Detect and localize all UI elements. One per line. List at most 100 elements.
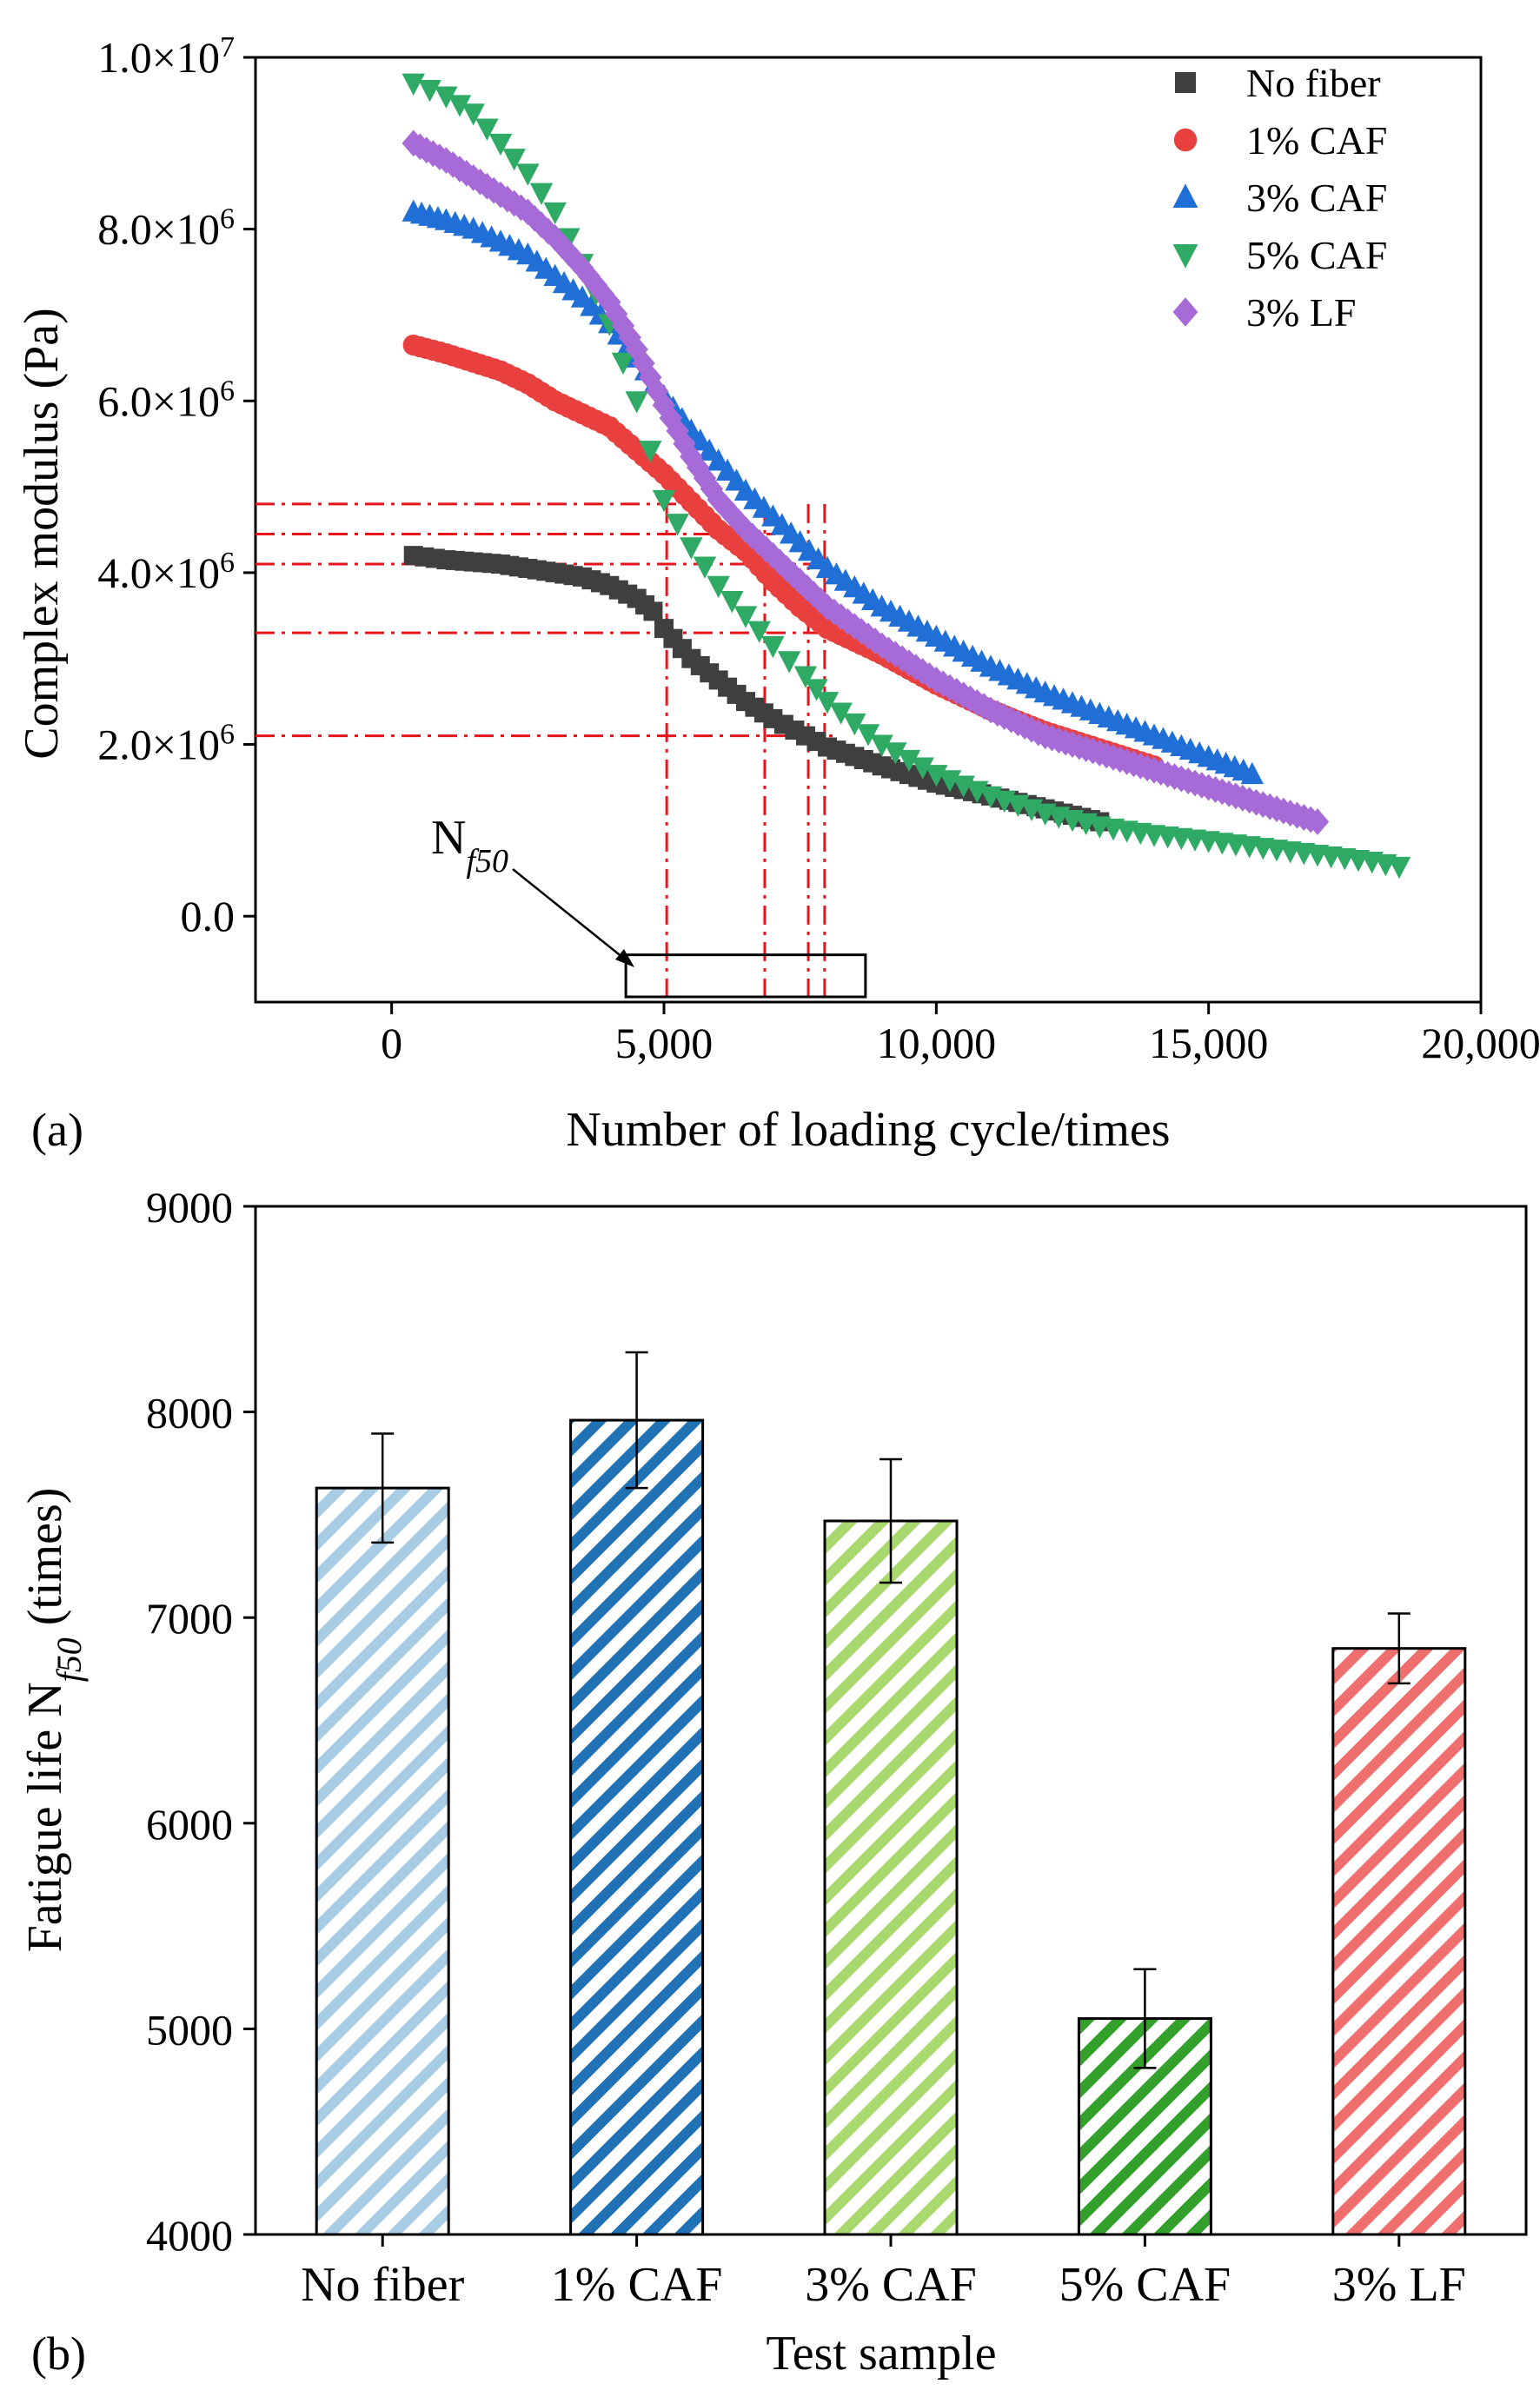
- panel-a-x-axis-label: Number of loading cycle/times: [566, 1103, 1170, 1157]
- series-5-caf: [402, 73, 1411, 880]
- x-tick-label: 3% CAF: [805, 2258, 977, 2312]
- y-tick-label: 8.0×106: [97, 203, 235, 254]
- data-point: [563, 247, 587, 274]
- y-tick-label: 2.0×106: [97, 718, 235, 769]
- y-tick-exponent: 6: [220, 375, 235, 407]
- legend-label: 1% CAF: [1246, 118, 1387, 163]
- y-axis-ticks: 4000 5000 6000 7000 8000 9000: [146, 1183, 256, 2260]
- panel-a-plot-frame: [254, 56, 1483, 1004]
- data-point: [639, 363, 662, 391]
- series-3-lf: [402, 129, 1330, 835]
- data-point: [536, 217, 561, 245]
- data-point: [639, 441, 662, 463]
- y-tick-label: 0.0: [181, 892, 236, 940]
- data-point: [652, 489, 676, 513]
- data-point: [815, 692, 840, 714]
- data-point: [856, 724, 880, 747]
- data-point: [747, 621, 771, 643]
- nf50-arrow-line: [512, 868, 628, 962]
- y-tick-exponent: 6: [220, 546, 235, 578]
- nf50-arrowhead: [615, 949, 634, 967]
- data-point: [884, 742, 907, 765]
- data-point: [805, 679, 828, 701]
- data-point: [777, 651, 801, 674]
- error-bars: [371, 1351, 1411, 2069]
- y-tick-label: 6000: [146, 1800, 233, 1849]
- panel-a-chart: 0 5,000 10,000 15,000 20,000 0.02.0×1064.0×1…: [15, 31, 1540, 1158]
- y-tick-label: 5000: [146, 2005, 233, 2054]
- y-tick-base: 1.0×10: [97, 33, 220, 82]
- panel-b-chart: 4000 5000 6000 7000 8000 9000 No fiber 1% CAF 3…: [18, 1183, 1528, 2380]
- panel-b-label: (b): [31, 2327, 86, 2380]
- data-point: [502, 149, 526, 171]
- data-point: [516, 163, 540, 186]
- data-point: [448, 95, 472, 117]
- y-tick-label: 9000: [146, 1183, 233, 1232]
- y-tick-label: 7000: [146, 1594, 233, 1643]
- data-point: [475, 118, 499, 141]
- panel-a-label: (a): [31, 1104, 83, 1156]
- bars: [315, 1418, 1467, 2236]
- data-point: [666, 514, 689, 536]
- x-axis-ticks: 0 5,000 10,000 15,000 20,000: [381, 1002, 1540, 1067]
- data-point: [897, 749, 921, 773]
- x-tick-label: 5,000: [615, 1019, 714, 1067]
- data-point: [625, 335, 648, 363]
- nf50-subscript: f50: [466, 843, 508, 880]
- data-point: [577, 262, 601, 290]
- x-tick-label: 20,000: [1421, 1019, 1540, 1067]
- data-point: [720, 591, 744, 614]
- data-point: [543, 224, 567, 251]
- legend-label: 5% CAF: [1246, 233, 1387, 277]
- data-point: [720, 501, 744, 528]
- series-no-fiber: [403, 546, 1110, 832]
- y-tick-base: 0.0: [181, 892, 236, 940]
- y-tick-label: 4.0×106: [97, 546, 235, 597]
- data-point: [707, 575, 730, 599]
- y-label-subscript: f50: [50, 1637, 89, 1682]
- data-point: [543, 202, 567, 225]
- legend-marker: [1173, 128, 1198, 152]
- data-point: [700, 475, 724, 502]
- data-point: [829, 702, 853, 725]
- data-point: [802, 581, 826, 608]
- nf50-annotation-text: Nf50: [431, 811, 508, 880]
- data-point: [659, 404, 683, 432]
- panel-b-x-axis-label: Test sample: [766, 2327, 996, 2380]
- bar-3-caf: [823, 1519, 959, 2236]
- data-point: [1305, 808, 1330, 835]
- data-point: [843, 713, 866, 736]
- data-point: [680, 443, 703, 470]
- data-point: [870, 734, 893, 757]
- panel-a-y-axis-label: Complex modulus (Pa): [15, 308, 69, 760]
- y-tick-label: 1.0×107: [97, 31, 235, 83]
- x-axis-ticks: No fiber 1% CAF 3% CAF 5% CAF 3% LF: [301, 2234, 1466, 2312]
- data-point: [402, 73, 425, 96]
- legend-marker: [1175, 72, 1196, 93]
- data-point: [911, 757, 934, 780]
- y-label-main: Fatigue life N: [18, 1682, 72, 1952]
- data-point: [733, 606, 758, 628]
- data-point: [557, 239, 581, 267]
- data-point: [740, 522, 765, 550]
- data-point: [529, 183, 554, 205]
- data-point: [643, 601, 663, 621]
- bar-no-fiber: [315, 1486, 450, 2236]
- y-tick-exponent: 7: [220, 31, 235, 63]
- bar-3-lf: [1331, 1647, 1467, 2236]
- data-point: [693, 556, 717, 579]
- data-point: [598, 289, 621, 316]
- data-point: [625, 391, 648, 414]
- legend-label: 3% CAF: [1246, 176, 1387, 220]
- x-tick-label: 10,000: [877, 1019, 997, 1067]
- nf50-n: N: [431, 811, 466, 865]
- data-point: [461, 103, 485, 126]
- x-tick-label: 1% CAF: [551, 2258, 723, 2312]
- x-tick-label: 3% LF: [1332, 2258, 1466, 2312]
- legend-label: 3% LF: [1246, 290, 1357, 335]
- data-point: [793, 666, 818, 688]
- y-label-suffix: (times): [18, 1488, 72, 1638]
- data-point: [761, 635, 785, 659]
- legend-marker: [1172, 297, 1198, 327]
